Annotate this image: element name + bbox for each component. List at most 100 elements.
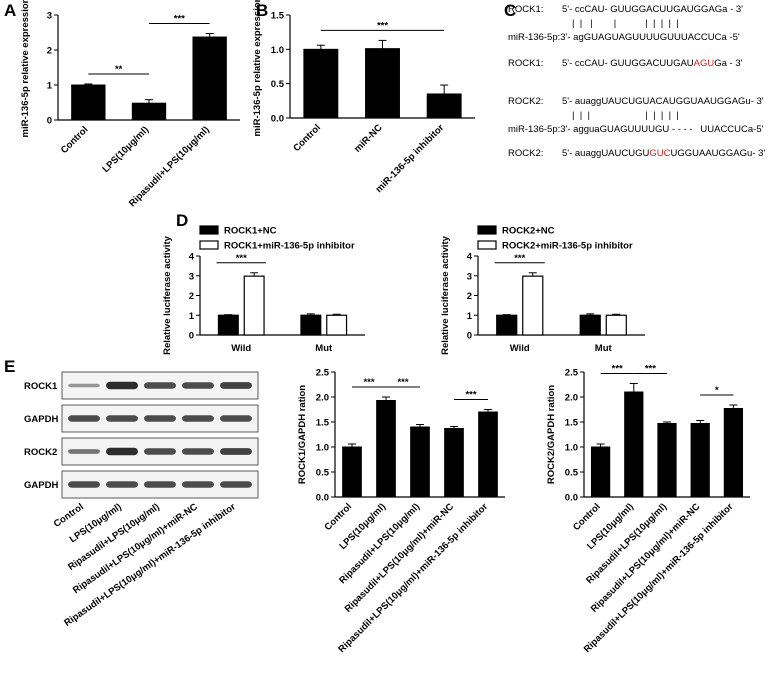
- blot-band: [106, 381, 138, 390]
- y-tick-label: 0: [467, 331, 472, 342]
- blot-row-label: GAPDH: [24, 414, 58, 425]
- y-axis-label: Relative luciferase activity: [440, 235, 451, 355]
- y-tick-label: 2.5: [316, 368, 330, 379]
- blot-row-label: ROCK2: [24, 447, 57, 458]
- panel-label: A: [4, 1, 16, 20]
- y-tick-label: 4: [467, 252, 473, 263]
- x-tick-label: Control: [322, 501, 354, 533]
- blot-band: [182, 448, 214, 455]
- bar: [342, 446, 362, 498]
- significance-label: ***: [645, 364, 656, 375]
- bar: [376, 400, 396, 498]
- blot-band: [220, 448, 252, 455]
- y-axis-label: miR-136-5p relative expression: [252, 0, 263, 136]
- legend-label: ROCK2+NC: [502, 226, 555, 237]
- panel-label: C: [504, 1, 516, 20]
- y-axis-label: ROCK1/GAPDH ration: [297, 385, 308, 484]
- panel-label: B: [256, 1, 268, 20]
- bar: [723, 408, 744, 498]
- y-tick-label: 1.5: [316, 418, 330, 429]
- sequence-segment: 5'- auaggUAUCUGU: [562, 148, 649, 159]
- x-tick-label: miR-NC: [352, 122, 385, 155]
- significance-label: **: [115, 64, 123, 75]
- sequence-segment: 5'- ccCAU- GUUGGACUUGAUGGAGa - 3': [562, 4, 743, 15]
- y-tick-label: 4: [189, 252, 195, 263]
- sequence-segment: Ga - 3': [714, 58, 742, 69]
- bar: [71, 84, 106, 121]
- y-tick-label: 1.0: [271, 45, 284, 56]
- bar: [496, 314, 518, 336]
- y-tick-label: 1: [47, 81, 53, 92]
- significance-label: ***: [236, 253, 247, 264]
- blot-band: [182, 415, 214, 422]
- significance-label: ***: [363, 377, 374, 388]
- y-tick-label: 0: [47, 116, 52, 127]
- y-tick-label: 0.0: [316, 493, 329, 504]
- sequence: 5'- ccCAU- GUUGGACUUGAUGGAGa - 3': [562, 4, 743, 15]
- y-tick-label: 0.0: [565, 493, 578, 504]
- y-tick-label: 3: [189, 271, 194, 282]
- sequence-segment: 5'- ccCAU- GUUGGACUUGAU: [562, 58, 694, 69]
- blot-band: [144, 448, 176, 455]
- x-tick-label: Control: [59, 124, 91, 156]
- significance-label: ***: [174, 14, 185, 25]
- significance-label: ***: [377, 20, 388, 31]
- significance-label: ***: [514, 253, 525, 264]
- legend-swatch: [477, 225, 497, 235]
- legend-label: ROCK2+miR-136-5p inhibitor: [502, 241, 633, 252]
- y-tick-label: 0: [189, 331, 194, 342]
- x-tick-label: Wild: [510, 343, 530, 354]
- bar: [426, 93, 462, 119]
- blot-band: [106, 415, 138, 422]
- bar: [444, 428, 464, 498]
- sequence-segment: | | | | | | | | |: [572, 18, 679, 29]
- sequence-segment: miR-136-5p:3'- agguaGUAGUUUUGU - - - - U…: [508, 124, 764, 135]
- bar: [522, 275, 544, 336]
- bar: [624, 391, 644, 498]
- x-tick-label: LPS(10μg/ml): [100, 124, 151, 175]
- y-axis-label: Relative luciferase activity: [162, 235, 173, 355]
- sequence: | | | | | | | | |: [572, 18, 679, 29]
- sequence: 5'- auaggUAUCUGUACAUGGUAAUGGAGu- 3': [562, 96, 764, 107]
- blot-row-label: GAPDH: [24, 480, 58, 491]
- bar: [326, 314, 348, 336]
- sequence: miR-136-5p:3'- agGUAGUAGUUUUGUUUACCUCa -…: [508, 32, 740, 43]
- bar: [410, 426, 430, 498]
- blot-band: [106, 481, 138, 488]
- sequence-label: ROCK1:: [508, 4, 543, 15]
- blot-band: [68, 415, 100, 422]
- bar: [300, 314, 322, 336]
- y-tick-label: 1.0: [565, 443, 578, 454]
- y-tick-label: 3: [467, 271, 472, 282]
- x-tick-label: Wild: [231, 343, 251, 354]
- blot-band: [182, 382, 214, 389]
- x-tick-label: miR-136-5p inhibitor: [374, 122, 447, 195]
- sequence-segment: 5'- auaggUAUCUGUACAUGGUAAUGGAGu- 3': [562, 96, 764, 107]
- bar: [365, 48, 400, 119]
- significance-label: ***: [612, 364, 623, 375]
- y-tick-label: 2: [47, 46, 52, 57]
- sequence: | | | | | | | |: [572, 110, 679, 121]
- sequence-segment: | | | | | | | |: [572, 110, 679, 121]
- significance-label: ***: [465, 390, 476, 401]
- blot-band: [220, 481, 252, 488]
- panel-label: D: [176, 211, 188, 230]
- legend-label: ROCK1+NC: [224, 226, 277, 237]
- blot-band: [220, 382, 252, 389]
- bar: [690, 423, 710, 498]
- y-axis-label: miR-136-5p relative expression: [20, 0, 31, 137]
- y-tick-label: 0.5: [565, 468, 579, 479]
- y-tick-label: 0.0: [271, 114, 284, 125]
- bar: [217, 314, 239, 336]
- blot-band: [182, 481, 214, 488]
- blot-band: [68, 481, 100, 488]
- bar: [579, 314, 601, 336]
- y-tick-label: 2.0: [565, 393, 578, 404]
- y-tick-label: 1: [467, 311, 473, 322]
- y-tick-label: 1.0: [316, 443, 329, 454]
- y-tick-label: 0.5: [316, 468, 330, 479]
- legend-swatch: [477, 240, 497, 250]
- y-tick-label: 3: [47, 11, 52, 22]
- sequence-label: ROCK2:: [508, 148, 543, 159]
